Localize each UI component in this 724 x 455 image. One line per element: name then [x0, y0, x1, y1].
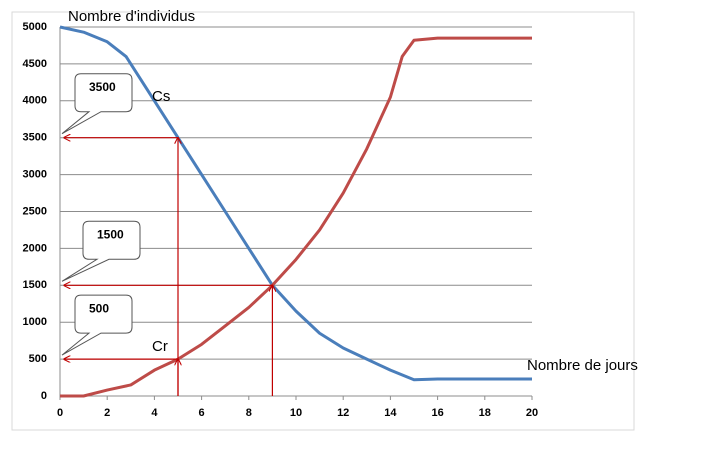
y-tick-label: 4500 — [23, 58, 47, 70]
series-line — [59, 25, 532, 382]
chart-border — [11, 11, 635, 431]
x-tick-label: 14 — [384, 407, 397, 419]
y-tick-label: 500 — [29, 353, 47, 365]
x-tick-label: 10 — [290, 407, 302, 419]
x-tick-label: 6 — [199, 407, 205, 419]
x-tick-label: 16 — [431, 407, 443, 419]
x-tick-label: 2 — [104, 407, 110, 419]
y-tick-label: 4000 — [23, 95, 47, 107]
x-tick-label: 12 — [337, 407, 349, 419]
y-tick-label: 3000 — [23, 169, 47, 181]
series-label: Cs — [152, 88, 170, 105]
x-tick-label: 18 — [479, 407, 491, 419]
y-tick-label: 2000 — [23, 242, 47, 254]
series-line — [60, 36, 532, 398]
y-tick-label: 0 — [41, 390, 47, 402]
y-tick-label: 3500 — [23, 132, 47, 144]
series-label: Cr — [152, 338, 168, 355]
callout-label: 3500 — [89, 80, 116, 94]
x-tick-label: 8 — [246, 407, 252, 419]
x-axis-label: Nombre de jours — [527, 357, 638, 374]
callout-label: 500 — [89, 301, 109, 315]
y-tick-label: 1000 — [23, 316, 47, 328]
x-tick-label: 4 — [151, 407, 158, 419]
callout-box — [61, 73, 133, 135]
callout-box — [61, 294, 133, 356]
callout-box — [61, 220, 141, 282]
x-tick-label: 20 — [526, 407, 538, 419]
y-axis-label: Nombre d'individus — [68, 8, 195, 25]
callout-label: 1500 — [97, 227, 124, 241]
y-tick-label: 5000 — [23, 21, 47, 33]
y-tick-label: 1500 — [23, 279, 47, 291]
x-tick-label: 0 — [57, 407, 63, 419]
y-tick-label: 2500 — [23, 205, 47, 217]
